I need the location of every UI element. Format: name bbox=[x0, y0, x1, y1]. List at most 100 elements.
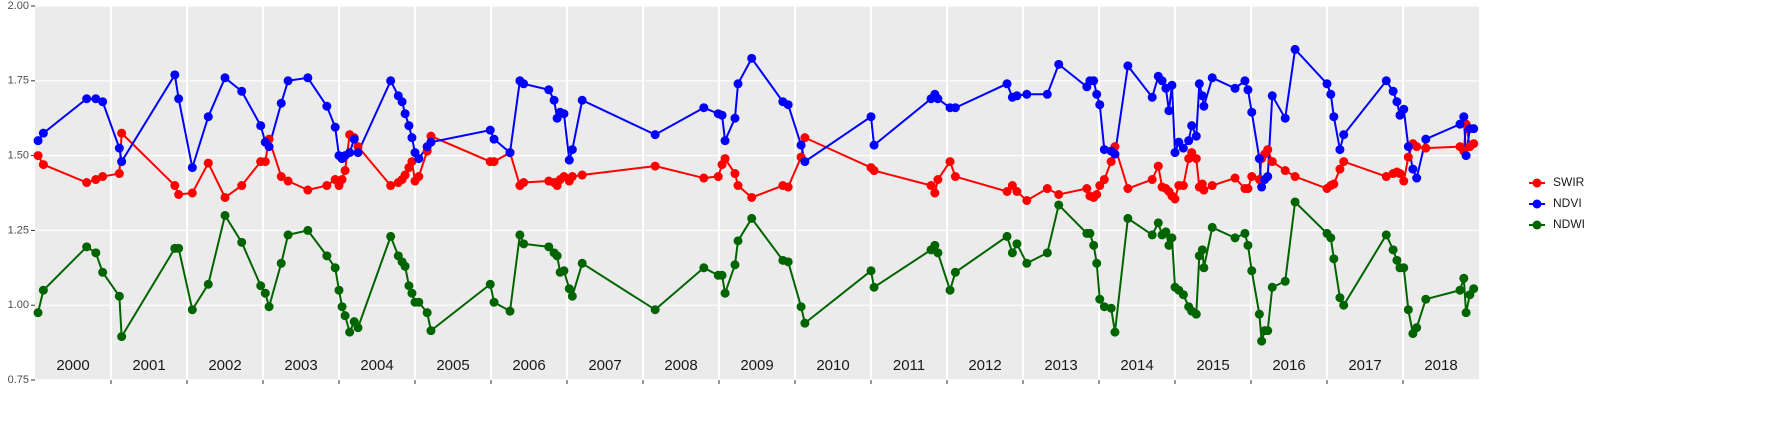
legend-key bbox=[1532, 220, 1542, 230]
data-point bbox=[783, 182, 793, 192]
data-point bbox=[1412, 323, 1422, 333]
data-point bbox=[38, 285, 48, 295]
data-point bbox=[1012, 239, 1022, 249]
data-point bbox=[1403, 152, 1413, 162]
data-point bbox=[1381, 172, 1391, 182]
data-point bbox=[945, 157, 955, 167]
year-label: 2013 bbox=[1044, 357, 1077, 374]
data-point bbox=[38, 160, 48, 170]
data-point bbox=[1392, 97, 1402, 107]
data-point bbox=[303, 225, 313, 235]
data-point bbox=[187, 188, 197, 198]
data-point bbox=[1153, 161, 1163, 171]
data-point bbox=[1123, 213, 1133, 223]
data-point bbox=[1280, 113, 1290, 123]
data-point bbox=[869, 166, 879, 176]
data-point bbox=[519, 239, 529, 249]
data-point bbox=[1388, 245, 1398, 255]
data-point bbox=[1395, 169, 1405, 179]
data-point bbox=[1459, 273, 1469, 283]
data-point bbox=[717, 270, 727, 280]
data-point bbox=[1392, 255, 1402, 265]
data-point bbox=[220, 73, 230, 83]
data-point bbox=[1022, 195, 1032, 205]
data-point bbox=[1263, 145, 1273, 155]
data-point bbox=[1335, 145, 1345, 155]
data-point bbox=[98, 172, 108, 182]
data-point bbox=[564, 284, 574, 294]
data-point bbox=[98, 97, 108, 107]
data-point bbox=[114, 143, 124, 153]
data-point bbox=[869, 140, 879, 150]
data-point bbox=[485, 279, 495, 289]
data-point bbox=[322, 101, 332, 111]
data-point bbox=[174, 189, 184, 199]
data-point bbox=[1247, 266, 1257, 276]
data-point bbox=[283, 230, 293, 240]
data-point bbox=[1157, 76, 1167, 86]
data-point bbox=[950, 103, 960, 113]
data-point bbox=[1469, 139, 1479, 149]
data-point bbox=[1267, 91, 1277, 101]
data-point bbox=[1207, 181, 1217, 191]
data-point bbox=[187, 163, 197, 173]
data-point bbox=[869, 282, 879, 292]
data-point bbox=[567, 172, 577, 182]
data-point bbox=[933, 175, 943, 185]
data-point bbox=[1095, 294, 1105, 304]
data-point bbox=[1243, 240, 1253, 250]
data-point bbox=[330, 263, 340, 273]
data-point bbox=[1167, 80, 1177, 90]
data-point bbox=[1106, 157, 1116, 167]
data-point bbox=[353, 323, 363, 333]
data-point bbox=[650, 130, 660, 140]
data-point bbox=[567, 291, 577, 301]
data-point bbox=[1421, 294, 1431, 304]
data-point bbox=[1469, 284, 1479, 294]
data-point bbox=[1263, 172, 1273, 182]
year-label: 2014 bbox=[1120, 357, 1153, 374]
data-point bbox=[203, 112, 213, 122]
data-point bbox=[1339, 130, 1349, 140]
data-point bbox=[1290, 197, 1300, 207]
data-point bbox=[1455, 285, 1465, 295]
data-point bbox=[505, 148, 515, 158]
data-point bbox=[256, 121, 266, 131]
data-point bbox=[170, 181, 180, 191]
data-point bbox=[407, 288, 417, 298]
data-point bbox=[283, 76, 293, 86]
data-point bbox=[33, 308, 43, 318]
y-tick-label: 0.75 bbox=[8, 374, 29, 386]
data-point bbox=[1110, 327, 1120, 337]
plot-panel bbox=[35, 6, 1479, 380]
data-point bbox=[747, 213, 757, 223]
data-point bbox=[1197, 91, 1207, 101]
data-point bbox=[699, 173, 709, 183]
data-point bbox=[733, 79, 743, 89]
data-point bbox=[1089, 76, 1099, 86]
data-point bbox=[1329, 179, 1339, 189]
data-point bbox=[1123, 184, 1133, 194]
data-point bbox=[1267, 157, 1277, 167]
data-point bbox=[264, 302, 274, 312]
data-point bbox=[1461, 308, 1471, 318]
data-point bbox=[345, 327, 355, 337]
data-point bbox=[276, 98, 286, 108]
data-point bbox=[1243, 184, 1253, 194]
data-point bbox=[544, 242, 554, 252]
data-point bbox=[1178, 181, 1188, 191]
data-point bbox=[1191, 309, 1201, 319]
y-tick-label: 2.00 bbox=[8, 0, 29, 12]
year-label: 2010 bbox=[816, 357, 849, 374]
data-point bbox=[407, 133, 417, 143]
data-point bbox=[174, 243, 184, 253]
data-point bbox=[340, 166, 350, 176]
data-point bbox=[1399, 104, 1409, 114]
data-point bbox=[1164, 106, 1174, 116]
data-point bbox=[426, 137, 436, 147]
data-point bbox=[1230, 173, 1240, 183]
data-point bbox=[1381, 230, 1391, 240]
data-point bbox=[1099, 145, 1109, 155]
data-point bbox=[1267, 282, 1277, 292]
